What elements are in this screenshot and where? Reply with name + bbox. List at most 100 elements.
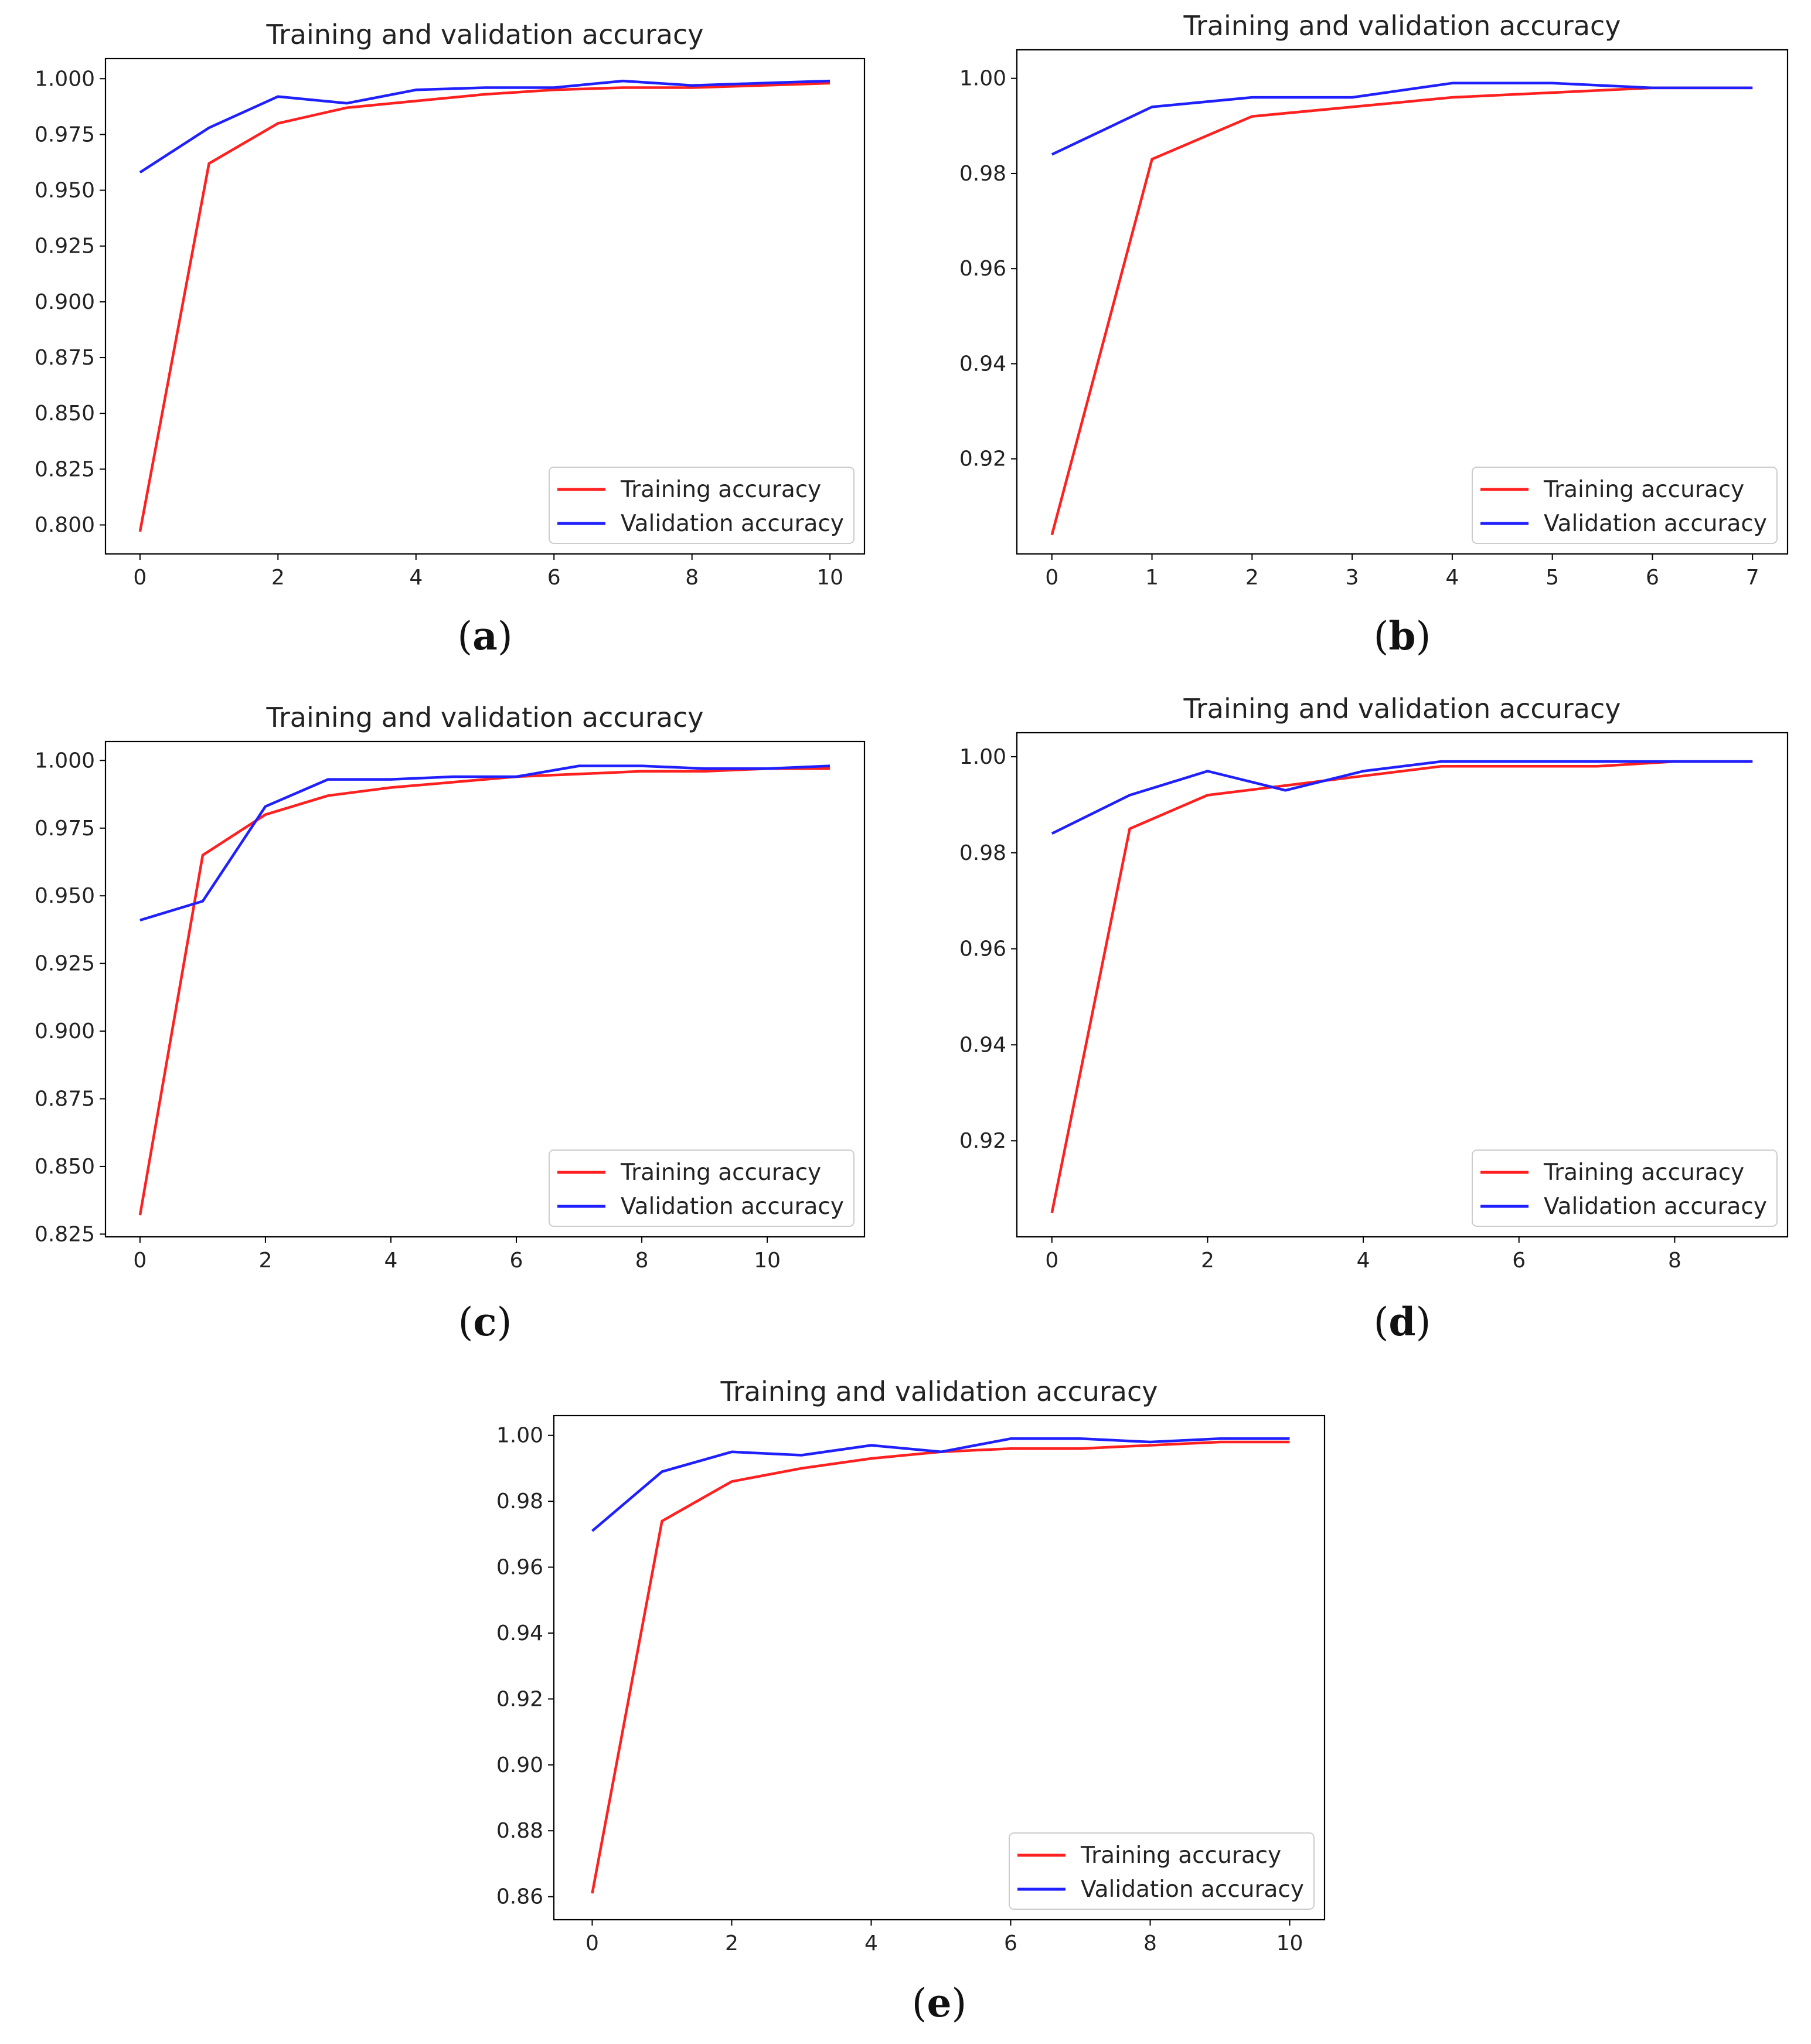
- y-tick-label: 0.875: [35, 346, 95, 370]
- plot-area-frame: [1016, 49, 1789, 555]
- y-tick-label: 0.94: [496, 1621, 543, 1645]
- y-tick-label: 0.86: [496, 1885, 543, 1909]
- y-tick-label: 0.825: [35, 1222, 95, 1246]
- y-tick-label: 0.950: [35, 179, 95, 203]
- x-tick-label: 6: [1512, 1249, 1526, 1273]
- caption-letter: a: [472, 613, 498, 659]
- legend-training-label: Training accuracy: [1543, 477, 1744, 503]
- caption-letter: e: [927, 1980, 952, 2026]
- y-tick-label: 0.92: [959, 1129, 1006, 1153]
- training-accuracy-line: [1050, 86, 1753, 536]
- legend-training-label: Training accuracy: [1080, 1842, 1281, 1869]
- training-accuracy-line: [591, 1440, 1290, 1894]
- y-tick-label: 0.900: [35, 1019, 95, 1043]
- y-tick-label: 0.975: [35, 123, 95, 147]
- y-tick-label: 0.875: [35, 1087, 95, 1111]
- y-tick-label: 0.950: [35, 884, 95, 908]
- x-tick-label: 5: [1546, 566, 1559, 590]
- x-tick-label: 4: [384, 1249, 398, 1273]
- x-tick-label: 3: [1346, 566, 1359, 590]
- chart-title: Training and validation accuracy: [1183, 693, 1621, 725]
- plot-area-frame: [104, 57, 866, 555]
- y-tick-label: 0.98: [959, 841, 1006, 865]
- x-tick-label: 0: [585, 1931, 599, 1955]
- x-tick-label: 2: [1201, 1249, 1214, 1273]
- legend-validation-label: Validation accuracy: [1544, 511, 1767, 537]
- x-tick-label: 2: [258, 1249, 272, 1273]
- y-tick-label: 0.925: [35, 952, 95, 976]
- y-tick-label: 0.975: [35, 817, 95, 841]
- x-tick-label: 0: [1045, 566, 1058, 590]
- y-tick-label: 0.850: [35, 402, 95, 426]
- legend-box: [1472, 467, 1778, 544]
- caption-letter: d: [1388, 1299, 1415, 1345]
- caption-letter: b: [1388, 613, 1415, 659]
- x-tick-label: 0: [133, 566, 147, 590]
- y-tick-label: 0.800: [35, 513, 95, 538]
- y-tick-label: 0.900: [35, 290, 95, 314]
- legend-validation-label: Validation accuracy: [1081, 1876, 1304, 1903]
- x-tick-label: 10: [816, 566, 843, 590]
- x-tick-label: 4: [864, 1931, 878, 1955]
- y-tick-label: 1.00: [959, 745, 1006, 769]
- x-tick-label: 4: [1445, 566, 1459, 590]
- legend-box: [549, 467, 855, 544]
- legend-box: [1472, 1149, 1778, 1227]
- plot-area-frame: [1016, 732, 1789, 1238]
- y-tick-label: 0.94: [959, 352, 1006, 376]
- legend-training-label: Training accuracy: [620, 477, 821, 503]
- x-tick-label: 0: [133, 1249, 147, 1273]
- y-tick-label: 0.88: [496, 1819, 543, 1843]
- x-tick-label: 2: [271, 566, 285, 590]
- y-tick-label: 0.925: [35, 234, 95, 259]
- validation-accuracy-line: [139, 764, 830, 921]
- y-tick-label: 1.000: [35, 749, 95, 773]
- subfigure-caption: (a): [457, 613, 512, 659]
- x-tick-label: 6: [547, 566, 561, 590]
- chart-c: Training and validation accuracy 0.825 0.8…: [35, 702, 866, 1345]
- y-tick-label: 1.00: [959, 67, 1006, 91]
- y-tick-label: 0.92: [959, 447, 1006, 471]
- x-tick-label: 6: [1646, 566, 1659, 590]
- subfigure-caption: (c): [458, 1299, 512, 1345]
- y-tick-label: 0.96: [959, 937, 1006, 961]
- x-tick-label: 8: [685, 566, 699, 590]
- validation-accuracy-line: [1051, 81, 1753, 156]
- x-tick-label: 8: [635, 1249, 649, 1273]
- x-tick-label: 2: [1245, 566, 1259, 590]
- y-tick-label: 0.850: [35, 1155, 95, 1179]
- y-tick-label: 0.98: [959, 162, 1006, 186]
- chart-b: Training and validation accuracy 0.92 0.94…: [959, 10, 1789, 659]
- training-accuracy-line: [1050, 760, 1753, 1213]
- y-tick-label: 1.00: [496, 1424, 543, 1448]
- x-tick-label: 0: [1045, 1249, 1058, 1273]
- plot-area-frame: [553, 1414, 1326, 1921]
- y-tick-label: 0.96: [959, 257, 1006, 281]
- chart-d: Training and validation accuracy 0.92 0.94…: [959, 693, 1789, 1345]
- x-tick-label: 6: [510, 1249, 523, 1273]
- x-tick-label: 2: [725, 1931, 738, 1955]
- legend-validation-label: Validation accuracy: [1544, 1193, 1767, 1220]
- x-tick-label: 6: [1004, 1931, 1017, 1955]
- legend-validation-label: Validation accuracy: [621, 511, 844, 537]
- subfigure-caption: (d): [1374, 1299, 1431, 1345]
- x-tick-label: 10: [754, 1249, 781, 1273]
- chart-title: Training and validation accuracy: [266, 702, 704, 733]
- training-accuracy-line: [138, 81, 830, 532]
- plot-area-frame: [104, 740, 866, 1238]
- training-accuracy-line: [138, 767, 830, 1216]
- chart-a: Training and validation accuracy 0.800 0.8…: [35, 19, 866, 659]
- subfigure-caption: (e): [912, 1980, 967, 2026]
- validation-accuracy-line: [591, 1437, 1290, 1532]
- y-tick-label: 1.000: [35, 67, 95, 91]
- x-tick-label: 4: [409, 566, 423, 590]
- y-tick-label: 0.94: [959, 1033, 1006, 1057]
- chart-title: Training and validation accuracy: [1183, 10, 1621, 42]
- legend-training-label: Training accuracy: [620, 1159, 821, 1186]
- x-tick-label: 7: [1746, 566, 1759, 590]
- chart-title: Training and validation accuracy: [266, 19, 704, 50]
- y-tick-label: 0.98: [496, 1489, 543, 1514]
- x-tick-label: 8: [1668, 1249, 1681, 1273]
- y-tick-label: 0.96: [496, 1556, 543, 1580]
